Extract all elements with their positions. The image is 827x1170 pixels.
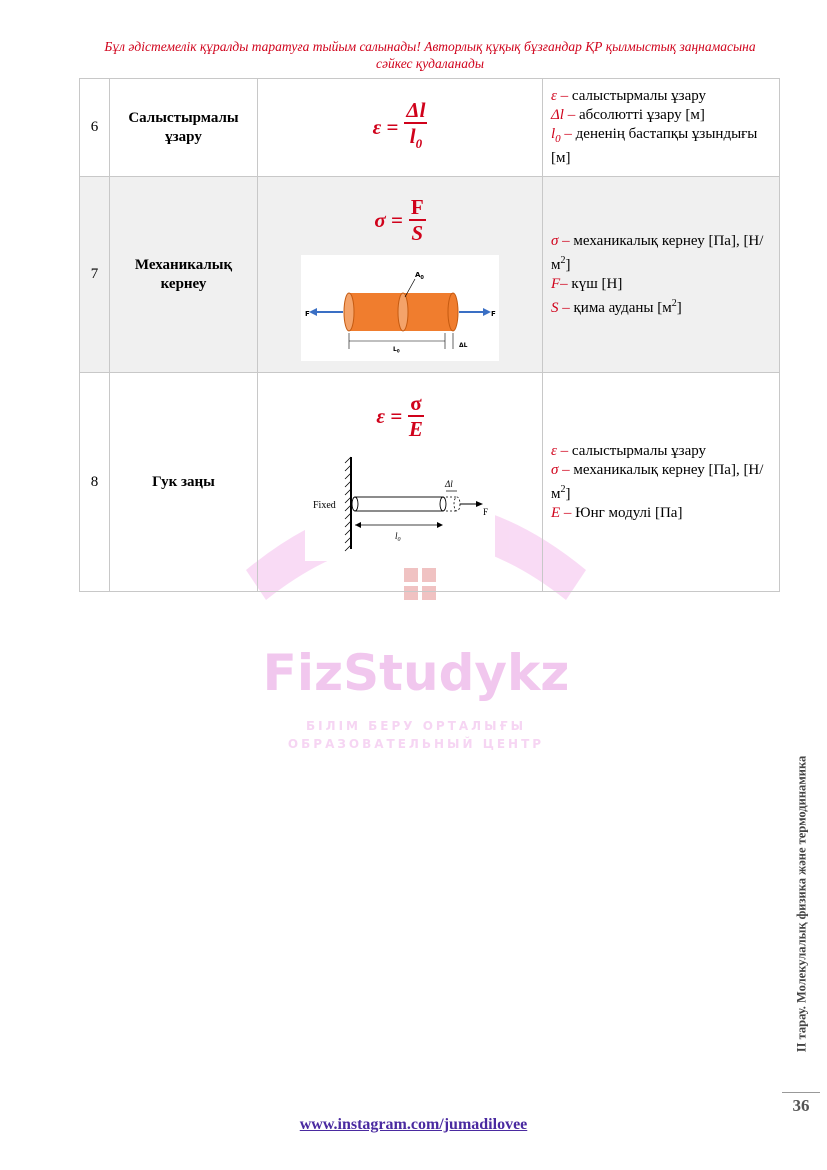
description-line: F– күш [Н] xyxy=(551,275,771,294)
desc-text: механикалық кернеу [Па], [Н/м xyxy=(551,461,764,502)
footer: www.instagram.com/jumadilovee xyxy=(0,1116,827,1134)
formula-table: 6 Салыстырмалы ұзару ε = Δl l0 ε – салыс… xyxy=(79,78,780,592)
desc-symbol: σ – xyxy=(551,232,570,249)
quantity-name-line: кернеу xyxy=(160,275,207,292)
formula-numerator: F xyxy=(408,195,426,221)
quantity-name: Салыстырмалы ұзару xyxy=(109,78,258,177)
description-cell: ε – салыстырмалы ұзару Δl – абсолютті ұз… xyxy=(542,78,780,177)
desc-text: Юнг модулі [Па] xyxy=(571,504,683,521)
chapter-title: II тарау. Молекулалық физика және термод… xyxy=(794,755,809,1053)
desc-symbol: S – xyxy=(551,299,570,316)
desc-symbol: ε – xyxy=(551,442,569,459)
formula: σ = F S xyxy=(258,195,542,245)
row-number: 6 xyxy=(79,78,110,177)
desc-text: ] xyxy=(565,256,571,273)
delta-label: Δl xyxy=(444,479,453,489)
row-number: 7 xyxy=(79,176,110,373)
description-line: σ – механикалық кернеу [Па], [Н/м2] xyxy=(551,461,771,504)
formula-fraction: F S xyxy=(408,195,426,245)
desc-symbol: E – xyxy=(551,504,572,521)
desc-symbol: ε – xyxy=(551,88,569,104)
table-row: 7 Механикалық кернеу σ = F S xyxy=(79,176,780,373)
formula-numerator: σ xyxy=(408,391,424,417)
quantity-name-line: Салыстырмалы xyxy=(128,109,239,126)
force-label: F xyxy=(483,507,488,517)
desc-text: ] xyxy=(676,299,682,316)
quantity-name-line: ұзару xyxy=(165,128,202,145)
desc-text: абсолютті ұзару [м] xyxy=(575,107,705,123)
copyright-line-1: Бұл әдістемелік құралды таратуға тыйым с… xyxy=(104,39,756,54)
instagram-link[interactable]: www.instagram.com/jumadilovee xyxy=(299,1116,528,1133)
copyright-header: Бұл әдістемелік құралды таратуға тыйым с… xyxy=(80,38,780,72)
fixed-label: Fixed xyxy=(313,500,336,511)
force-label-right: F xyxy=(491,310,496,318)
formula-cell: ε = σ E Fixed xyxy=(257,372,543,592)
table-row: 8 Гук заңы ε = σ E Fixed xyxy=(79,372,780,592)
force-label-left: F xyxy=(305,310,310,318)
desc-text: күш [Н] xyxy=(567,275,623,292)
formula-denominator: l0 xyxy=(410,124,422,156)
table-row: 6 Салыстырмалы ұзару ε = Δl l0 ε – салыс… xyxy=(79,78,780,177)
formula-denominator: E xyxy=(408,417,423,441)
page-number-divider xyxy=(782,1092,820,1093)
description-line: Δl – абсолютті ұзару [м] xyxy=(551,106,771,125)
row-number: 8 xyxy=(79,372,110,592)
quantity-name-line: Гук заңы xyxy=(152,473,215,490)
description-line: ε – салыстырмалы ұзару xyxy=(551,87,771,106)
formula-fraction: Δl l0 xyxy=(404,98,428,156)
watermark-line-2: ОБРАЗОВАТЕЛЬНЫЙ ЦЕНТР xyxy=(288,736,544,751)
description-line: S – қима ауданы [м2] xyxy=(551,294,771,318)
formula-lhs: ε = xyxy=(372,115,399,139)
desc-symbol: – xyxy=(560,126,572,142)
cylinder-stress-figure: F F A0 L0 ΔL xyxy=(301,255,499,361)
den-subscript: 0 xyxy=(415,136,423,152)
hooke-law-figure: Fixed Δl F l0 xyxy=(305,449,495,561)
formula-cell: ε = Δl l0 xyxy=(257,78,543,177)
watermark-line-1: БІЛІМ БЕРУ ОРТАЛЫҒЫ xyxy=(306,719,526,733)
desc-symbol: σ – xyxy=(551,461,570,478)
formula-cell: σ = F S F F A0 xyxy=(257,176,543,373)
description-line: E – Юнг модулі [Па] xyxy=(551,504,771,523)
desc-superscript: 2 xyxy=(560,483,566,495)
description-line: ε – салыстырмалы ұзару xyxy=(551,442,771,461)
area-label: A0 xyxy=(415,271,424,281)
description-cell: σ – механикалық кернеу [Па], [Н/м2] F– к… xyxy=(542,176,780,373)
page-number: 36 xyxy=(792,1096,810,1115)
den-symbol: l xyxy=(409,124,416,149)
description-line: σ – механикалық кернеу [Па], [Н/м2] xyxy=(551,232,771,275)
desc-text: салыстырмалы ұзару xyxy=(568,442,707,459)
desc-symbol: F– xyxy=(551,275,568,292)
desc-superscript: 2 xyxy=(560,254,566,266)
desc-subscript: 0 xyxy=(555,133,561,145)
length-label: L0 xyxy=(393,346,400,354)
quantity-name-line: Механикалық xyxy=(134,256,233,273)
length-label: l0 xyxy=(395,531,401,543)
quantity-name: Гук заңы xyxy=(109,372,258,592)
desc-text: ] xyxy=(565,485,571,502)
description-cell: ε – салыстырмалы ұзару σ – механикалық к… xyxy=(542,372,780,592)
desc-text: қима ауданы [м xyxy=(569,299,672,316)
copyright-line-2: сәйкес қудаланады xyxy=(376,56,484,71)
desc-text: механикалық кернеу [Па], [Н/м xyxy=(551,232,764,273)
desc-text: салыстырмалы ұзару xyxy=(568,88,707,104)
formula-lhs: σ = xyxy=(374,207,403,232)
delta-label: ΔL xyxy=(459,342,468,349)
description-line: l0 – дененің бастапқы ұзындығы [м] xyxy=(551,125,771,168)
desc-symbol: l xyxy=(551,126,556,142)
formula-denominator: S xyxy=(411,221,424,245)
formula: ε = σ E xyxy=(258,391,542,441)
watermark-brand: FizStudykz xyxy=(263,644,570,702)
formula: ε = Δl l0 xyxy=(258,98,542,156)
desc-text: дененің бастапқы ұзындығы [м] xyxy=(551,126,758,166)
desc-superscript: 2 xyxy=(671,297,677,309)
formula-fraction: σ E xyxy=(408,391,424,441)
formula-lhs: ε = xyxy=(376,403,403,428)
chapter-side-label: II тарау. Молекулалық физика және термод… xyxy=(791,720,813,1088)
formula-numerator: Δl xyxy=(404,98,428,125)
desc-symbol: Δl – xyxy=(551,107,576,123)
quantity-name: Механикалық кернеу xyxy=(109,176,258,373)
